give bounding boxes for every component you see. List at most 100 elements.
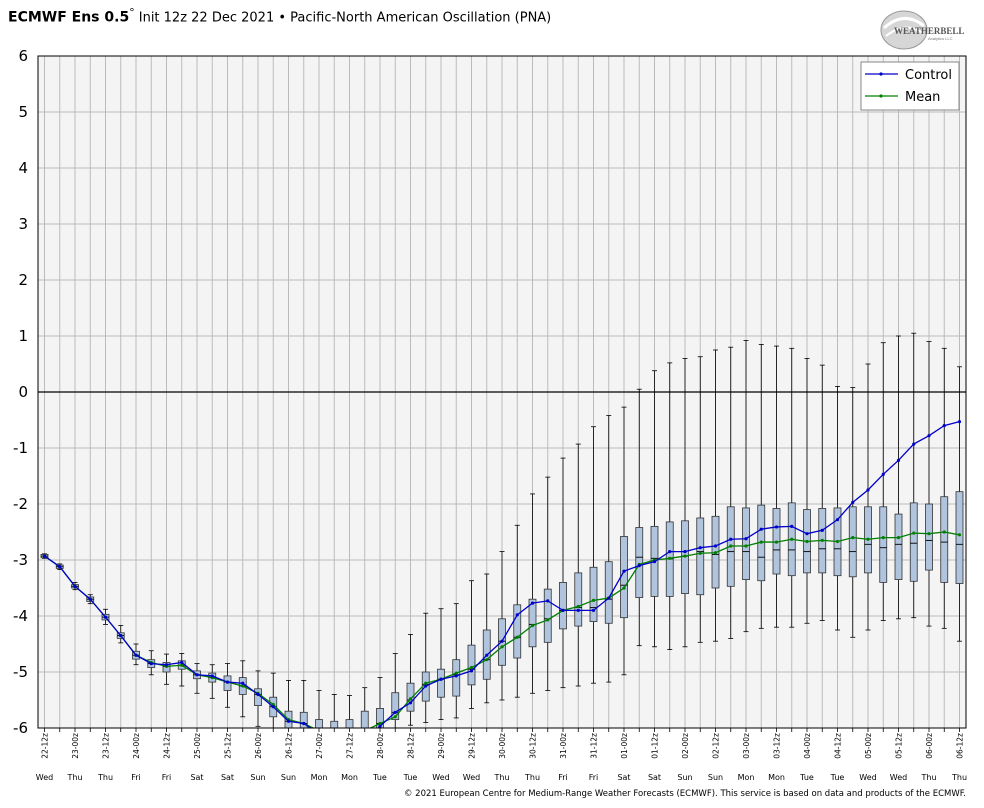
x-date-label: 22-12z bbox=[41, 733, 50, 759]
control-point bbox=[485, 653, 489, 657]
control-point bbox=[333, 740, 336, 743]
control-point bbox=[729, 537, 733, 541]
mean-point bbox=[424, 681, 428, 685]
x-day-label: Wed bbox=[890, 773, 907, 782]
mean-point bbox=[698, 551, 702, 555]
box-26 bbox=[437, 608, 445, 720]
mean-point bbox=[881, 536, 885, 540]
x-day-label: Thu bbox=[97, 773, 113, 782]
control-point bbox=[881, 472, 885, 476]
control-point bbox=[42, 554, 47, 558]
copyright-notice: © 2021 European Centre for Medium-Range … bbox=[403, 789, 966, 799]
mean-point bbox=[622, 586, 626, 590]
y-tick-label: -6 bbox=[13, 719, 28, 737]
x-day-label: Tue bbox=[403, 773, 418, 782]
control-point bbox=[957, 420, 962, 424]
y-tick-label: -3 bbox=[13, 551, 28, 569]
x-date-label: 27-12z bbox=[346, 733, 355, 759]
control-point bbox=[561, 608, 565, 613]
box-33 bbox=[543, 476, 552, 691]
x-day-label: Fri bbox=[589, 773, 599, 782]
y-tick-label: 3 bbox=[18, 215, 28, 233]
box-34 bbox=[559, 457, 567, 689]
iqr-box bbox=[391, 692, 400, 720]
weatherbell-logo: WEATHERBELL Analytics LLC bbox=[880, 10, 964, 50]
box-24 bbox=[406, 634, 415, 726]
x-date-label: 31-12z bbox=[590, 733, 599, 759]
mean-point bbox=[515, 635, 519, 639]
x-date-label: 25-00z bbox=[193, 733, 202, 759]
iqr-box bbox=[635, 527, 644, 598]
iqr-box bbox=[955, 491, 964, 584]
mean-point bbox=[485, 658, 489, 662]
x-day-label: Sun bbox=[250, 773, 265, 782]
control-point bbox=[637, 564, 641, 568]
y-tick-label: -2 bbox=[13, 495, 28, 513]
mean-point bbox=[759, 540, 763, 544]
mean-point bbox=[378, 721, 382, 726]
x-date-label: 01-12z bbox=[651, 733, 660, 759]
x-day-label: Thu bbox=[920, 773, 936, 782]
iqr-box bbox=[559, 582, 567, 630]
control-point bbox=[668, 550, 672, 554]
control-point bbox=[210, 674, 214, 678]
x-date-label: 03-00z bbox=[742, 733, 751, 759]
x-date-label: 03-12z bbox=[773, 733, 782, 759]
mean-point bbox=[805, 539, 809, 544]
x-date-label: 05-00z bbox=[864, 733, 873, 759]
mean-point bbox=[790, 537, 794, 541]
box-36 bbox=[589, 426, 598, 684]
x-date-label: 26-12z bbox=[285, 733, 294, 759]
x-day-label: Fri bbox=[558, 773, 568, 782]
iqr-box bbox=[940, 496, 949, 583]
y-tick-label: 5 bbox=[18, 103, 28, 121]
iqr-box bbox=[513, 604, 522, 659]
legend-control-marker bbox=[879, 72, 883, 76]
control-point bbox=[515, 613, 519, 617]
y-tick-label: 2 bbox=[18, 271, 28, 289]
iqr-box bbox=[742, 507, 750, 581]
control-point bbox=[302, 721, 306, 726]
model-name: ECMWF Ens 0.5 bbox=[8, 9, 130, 26]
title-bullet: • bbox=[278, 10, 287, 26]
x-day-label: Thu bbox=[493, 773, 509, 782]
x-day-label: Sat bbox=[648, 773, 661, 782]
control-point bbox=[195, 673, 199, 677]
mean-point bbox=[851, 536, 855, 540]
mean-point bbox=[729, 544, 733, 548]
control-point bbox=[469, 669, 474, 673]
x-date-label: 28-00z bbox=[376, 733, 385, 759]
mean-point bbox=[333, 735, 336, 738]
control-point bbox=[942, 424, 946, 428]
mean-point bbox=[454, 671, 458, 675]
control-point bbox=[607, 596, 611, 600]
y-tick-label: 6 bbox=[18, 47, 28, 65]
mean-point bbox=[683, 554, 687, 558]
x-date-label: 04-00z bbox=[803, 733, 812, 759]
x-day-label: Thu bbox=[524, 773, 540, 782]
iqr-box bbox=[360, 710, 369, 729]
control-point bbox=[88, 597, 92, 601]
control-point bbox=[896, 458, 901, 462]
y-tick-label: 4 bbox=[18, 159, 28, 177]
mean-point bbox=[912, 531, 916, 535]
y-tick-label: 1 bbox=[18, 327, 28, 345]
control-point bbox=[103, 615, 108, 619]
init-time: Init 12z 22 Dec 2021 bbox=[138, 10, 275, 26]
box-58 bbox=[925, 341, 933, 627]
mean-point bbox=[408, 697, 413, 701]
iqr-box bbox=[543, 588, 552, 643]
x-day-label: Sun bbox=[281, 773, 296, 782]
box-55 bbox=[879, 342, 888, 621]
mean-point bbox=[744, 544, 748, 548]
x-date-label: 31-00z bbox=[559, 733, 568, 759]
x-date-label: 24-12z bbox=[163, 733, 172, 759]
control-point bbox=[530, 601, 535, 605]
control-point bbox=[912, 442, 916, 446]
iqr-box bbox=[574, 572, 583, 627]
x-day-label: Fri bbox=[162, 773, 172, 782]
mean-point bbox=[774, 540, 779, 544]
x-day-label: Mon bbox=[341, 773, 358, 782]
control-point bbox=[454, 674, 458, 678]
